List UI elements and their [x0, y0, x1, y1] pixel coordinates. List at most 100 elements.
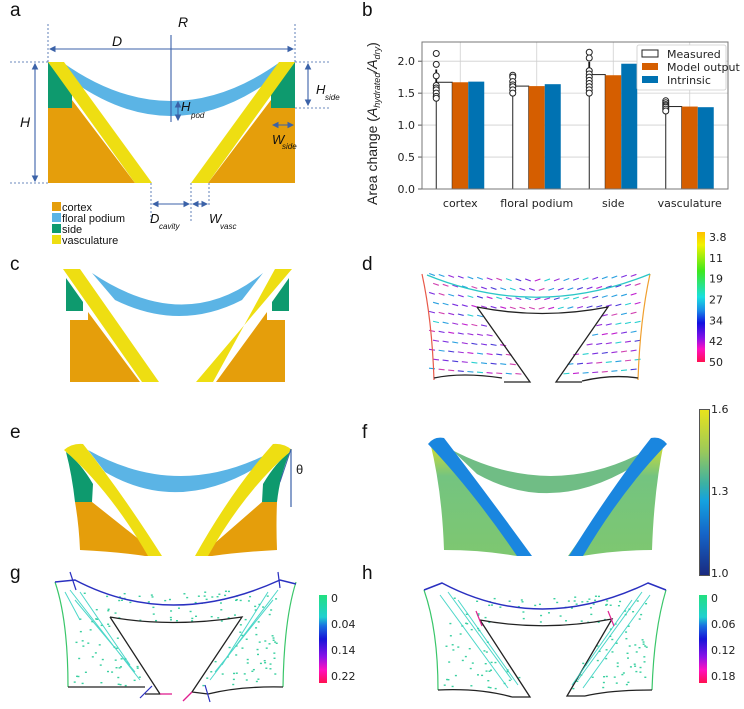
- stress-glyph: [597, 621, 600, 623]
- strain-glyph: [442, 321, 449, 325]
- stress-glyph: [468, 648, 471, 650]
- strain-glyph: [615, 360, 622, 363]
- stress-glyph: [191, 617, 194, 620]
- stress-glyph: [251, 670, 254, 673]
- stress-glyph: [73, 681, 76, 683]
- stress-glyph: [264, 662, 267, 664]
- strain-glyph: [592, 352, 599, 355]
- strain-glyph: [486, 334, 493, 337]
- stress-glyph: [233, 672, 236, 675]
- stress-glyph: [272, 637, 275, 639]
- stress-glyph: [476, 600, 479, 602]
- strain-glyph: [442, 340, 449, 343]
- bar-model-output-cortex: [452, 82, 469, 189]
- stress-glyph: [256, 653, 259, 656]
- stress-glyph: [598, 650, 601, 653]
- strain-glyph: [452, 360, 459, 363]
- stress-glyph: [603, 618, 606, 621]
- stress-glyph: [107, 610, 110, 612]
- strain-glyph: [605, 361, 612, 363]
- stress-glyph: [262, 606, 265, 608]
- stress-glyph: [638, 618, 641, 620]
- strain-glyph: [500, 344, 507, 347]
- panel-label-b: b: [362, 0, 373, 21]
- colorbar-f: [699, 409, 710, 576]
- stress-glyph: [597, 595, 600, 598]
- panel-d-strain-field: [421, 272, 651, 383]
- strain-glyph: [601, 314, 608, 317]
- strain-glyph: [553, 278, 560, 282]
- strain-glyph: [528, 306, 536, 310]
- strain-glyph: [471, 361, 478, 364]
- stress-glyph: [485, 651, 488, 653]
- strain-glyph: [467, 333, 474, 336]
- dim-label-Wside-sub: side: [282, 142, 297, 151]
- strain-glyph: [620, 312, 628, 316]
- bar-model-output-floral-podium: [528, 86, 545, 189]
- stress-glyph: [95, 608, 98, 611]
- stress-glyph: [559, 615, 562, 617]
- strain-glyph: [467, 370, 474, 373]
- colorbar-tick-label: 0.14: [331, 644, 356, 657]
- stress-glyph: [574, 596, 577, 598]
- strain-glyph: [605, 304, 612, 307]
- stress-glyph: [521, 601, 524, 603]
- strain-glyph: [596, 286, 603, 289]
- strain-glyph: [620, 350, 628, 353]
- stress-glyph: [82, 645, 85, 647]
- stress-glyph: [565, 620, 568, 622]
- stress-glyph: [241, 634, 244, 637]
- stress-glyph: [448, 661, 451, 663]
- stress-glyph: [211, 596, 214, 598]
- stress-glyph: [596, 659, 599, 662]
- y-tick-label: 0.5: [398, 151, 416, 164]
- stress-glyph: [522, 611, 525, 613]
- data-point: [509, 89, 517, 97]
- strain-glyph: [486, 296, 493, 300]
- stress-glyph: [194, 601, 197, 604]
- strain-glyph: [476, 352, 484, 355]
- y-axis-label: Area change (Ahydrated/Adry): [364, 42, 382, 205]
- strain-glyph: [634, 301, 641, 305]
- strain-glyph: [452, 322, 459, 325]
- dim-label-Hside: H: [316, 82, 326, 97]
- dim-label-R: R: [178, 14, 188, 30]
- stress-glyph: [197, 595, 200, 597]
- stress-glyph: [152, 613, 155, 615]
- stress-glyph: [508, 679, 511, 682]
- strain-glyph: [476, 333, 484, 336]
- strain-glyph: [630, 349, 637, 352]
- strain-glyph: [476, 371, 484, 374]
- legend-label: vasculature: [62, 235, 118, 247]
- cavity-outline: [437, 618, 653, 698]
- stress-glyph: [484, 662, 487, 665]
- side-right: [272, 278, 289, 311]
- stress-glyph: [272, 639, 275, 641]
- colorbar-tick-label: 50: [709, 356, 723, 369]
- stress-glyph: [266, 595, 269, 597]
- stress-glyph: [228, 646, 231, 649]
- stress-glyph: [239, 631, 242, 633]
- strain-glyph: [576, 362, 584, 365]
- stress-glyph: [115, 667, 118, 669]
- strain-glyph: [563, 372, 570, 375]
- stress-glyph: [210, 671, 213, 673]
- strain-glyph: [476, 314, 484, 318]
- stress-glyph: [534, 604, 537, 607]
- strain-glyph: [624, 340, 632, 343]
- strain-glyph: [553, 297, 560, 301]
- stress-glyph: [269, 668, 272, 670]
- strain-glyph: [442, 302, 449, 306]
- stress-glyph: [449, 622, 452, 625]
- stress-glyph: [77, 675, 80, 678]
- stress-glyph: [118, 667, 121, 669]
- stress-glyph: [78, 657, 81, 660]
- cortex-right: [208, 100, 295, 183]
- vasculature-left: [48, 62, 152, 183]
- side-left: [48, 62, 72, 108]
- stress-glyph: [634, 644, 637, 646]
- dim-label-Dcavity-sub: cavity: [159, 222, 180, 231]
- strain-glyph: [634, 320, 641, 324]
- stress-glyph: [254, 605, 257, 608]
